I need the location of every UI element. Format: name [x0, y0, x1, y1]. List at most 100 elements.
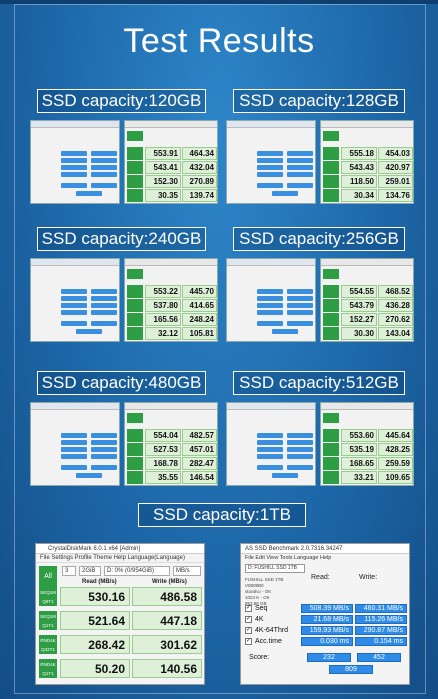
score-bar [61, 465, 87, 470]
write-bar [91, 289, 117, 294]
all-button[interactable] [323, 131, 339, 141]
write-value: 420.97 [378, 161, 413, 174]
window-titlebar [31, 259, 119, 266]
all-button[interactable] [127, 269, 143, 279]
read-value: 543.79 [341, 299, 377, 312]
test-tag [127, 313, 143, 326]
all-button[interactable]: All [39, 566, 57, 588]
read-value: 168.65 [341, 457, 377, 470]
as-ssd-window: AS SSD Benchmark 2.0.7316.34247 File Edi… [240, 543, 410, 685]
write-value: 146.54 [182, 471, 217, 484]
read-value: 535.19 [341, 443, 377, 456]
read-bar [61, 433, 87, 438]
write-value: 140.56 [132, 659, 202, 678]
test-tag [127, 327, 143, 340]
crystaldiskmark-thumbnail: 553.60 445.64 535.19 428.25 168.65 259.5… [320, 402, 414, 486]
write-value: 282.47 [182, 457, 217, 470]
as-ssd-thumbnail [226, 402, 316, 486]
test-tag [127, 457, 143, 470]
write-bar [91, 158, 117, 163]
read-value: 543.41 [145, 161, 181, 174]
size-select[interactable]: 2GiB [79, 566, 101, 576]
test-checkbox[interactable]: ✓ [245, 616, 252, 623]
test-tag [127, 175, 143, 188]
test-name: Seq [255, 605, 268, 612]
all-button[interactable] [323, 413, 339, 423]
write-value: 248.24 [182, 313, 217, 326]
read-value: 553.22 [145, 285, 181, 298]
crystaldiskmark-window: CrystalDiskMark 8.0.1 x64 [Admin] File S… [35, 543, 205, 685]
read-bar [61, 310, 87, 315]
window-titlebar [125, 403, 217, 410]
test-tag [323, 161, 339, 174]
test-tag: RND4K Q32T1 [39, 635, 57, 654]
read-value: 555.18 [341, 147, 377, 160]
result-row: 152.30 270.89 [127, 175, 217, 189]
result-row: 537.80 414.65 [127, 299, 217, 313]
write-bar [91, 303, 117, 308]
drive-select[interactable]: D: 0% (0/954GiB) [104, 566, 170, 576]
outer-frame [14, 4, 426, 694]
count-select[interactable]: 3 [62, 566, 76, 576]
result-row: ✓ Seq 508.39 MB/s 460.31 MB/s [245, 604, 407, 614]
write-bar [287, 158, 313, 163]
write-value: 460.31 MB/s [355, 604, 407, 613]
window-title: AS SSD Benchmark 2.0.7316.34247 [241, 544, 409, 554]
result-row: 543.79 436.28 [323, 299, 413, 313]
read-bar [257, 447, 283, 452]
test-tag [127, 443, 143, 456]
capacity-label: SSD capacity:512GB [233, 371, 405, 395]
read-value: 554.04 [145, 429, 181, 442]
write-value: 468.52 [378, 285, 413, 298]
score-write: 452 [357, 653, 401, 662]
window-titlebar [321, 403, 413, 410]
read-bar [257, 303, 283, 308]
test-tag [323, 175, 339, 188]
score-total-bar [76, 329, 102, 334]
test-tag [323, 147, 339, 160]
read-value: 152.30 [145, 175, 181, 188]
write-value: 143.04 [378, 327, 413, 340]
test-tag [127, 189, 143, 202]
all-button[interactable] [323, 269, 339, 279]
test-checkbox[interactable]: ✓ [245, 638, 252, 645]
test-checkbox[interactable]: ✓ [245, 627, 252, 634]
read-value: 21.68 MB/s [301, 615, 353, 624]
test-checkbox[interactable]: ✓ [245, 605, 252, 612]
as-ssd-thumbnail [226, 120, 316, 204]
unit-select[interactable]: MB/s [173, 566, 201, 576]
write-bar [91, 440, 117, 445]
read-value: 30.30 [341, 327, 377, 340]
write-value: 270.89 [182, 175, 217, 188]
all-button[interactable] [127, 131, 143, 141]
test-tag [323, 299, 339, 312]
score-bar [287, 183, 313, 188]
read-value: 32.12 [145, 327, 181, 340]
result-row: 168.65 259.59 [323, 457, 413, 471]
read-bar [257, 172, 283, 177]
top-bar [0, 0, 438, 4]
score-total-bar [272, 329, 298, 334]
test-tag [127, 147, 143, 160]
all-button[interactable] [127, 413, 143, 423]
write-value: 259.01 [378, 175, 413, 188]
result-row: 555.18 454.03 [323, 147, 413, 161]
read-bar [61, 440, 87, 445]
score-bar [257, 465, 283, 470]
result-row: 32.12 105.81 [127, 327, 217, 341]
score-bar [257, 183, 283, 188]
read-value: 268.42 [60, 635, 130, 654]
score-bar [61, 183, 87, 188]
read-bar [257, 151, 283, 156]
read-bar [257, 433, 283, 438]
write-value: 432.04 [182, 161, 217, 174]
drive-select[interactable]: D: FUSHILL SSD 1TB [245, 564, 305, 573]
read-value: 508.39 MB/s [301, 604, 353, 613]
result-row: 553.60 445.64 [323, 429, 413, 443]
result-row: 35.55 146.54 [127, 471, 217, 485]
crystaldiskmark-thumbnail: 553.22 445.70 537.80 414.65 165.56 248.2… [124, 258, 218, 342]
score-bar [257, 321, 283, 326]
read-header: Read (MB/s) [82, 579, 117, 585]
as-ssd-thumbnail [226, 258, 316, 342]
write-bar [287, 454, 313, 459]
